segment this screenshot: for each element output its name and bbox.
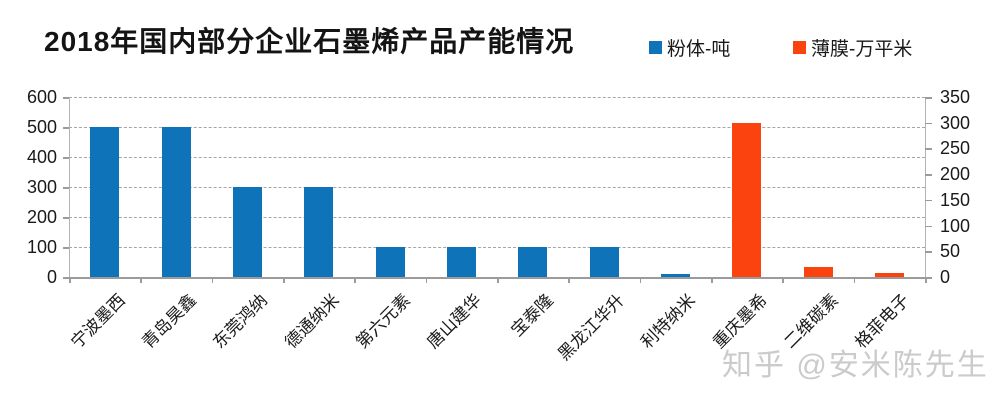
bar-film-10 [803,267,833,277]
x-axis-label: 宁波墨西 [67,290,129,353]
legend: 粉体-吨 薄膜-万平米 [0,36,1000,60]
chart-title: 2018年国内部分企业石墨烯产品产能情况 [44,26,575,57]
right-axis-tick [925,122,932,125]
y-axis-tick-label-left: 600 [26,87,57,107]
x-axis-tick [782,277,784,283]
y-axis-tick-label-right: 150 [940,189,971,210]
x-axis-tick [283,277,285,283]
y-axis-tick-label-right: 300 [940,112,971,133]
right-axis-line [925,97,926,282]
x-axis-label: 青岛昊鑫 [138,290,200,353]
right-axis-tick [925,277,932,279]
x-axis-tick [925,277,927,283]
gridline [69,157,925,158]
right-axis-tick [925,199,932,202]
bar-film-11 [874,273,904,277]
gridline [69,187,925,188]
x-axis-tick [568,277,570,283]
x-axis-tick [711,277,713,283]
gridline [69,247,925,248]
x-axis-tick [497,277,499,283]
left-axis-tick [63,247,69,249]
legend-label: 薄膜-万平米 [811,38,913,60]
legend-swatch-icon [793,40,806,54]
legend-label: 粉体-吨 [667,38,731,60]
y-axis-tick-label-left: 500 [26,117,57,137]
bar-powder-4 [375,247,405,277]
left-axis-tick [63,217,69,219]
bar-powder-0 [90,127,120,277]
watermark: 知乎 @安米陈先生 [722,349,989,382]
x-axis-label: 利特纳米 [637,290,700,353]
gridline [69,127,925,128]
bar-powder-2 [232,187,262,277]
x-axis-label: 东莞鸿纳 [209,290,272,353]
x-axis-tick [140,277,142,283]
y-axis-tick-label-left: 400 [26,147,57,167]
left-axis-tick [63,157,69,159]
legend-swatch-icon [649,40,662,54]
x-axis-tick [69,277,71,283]
bar-powder-7 [589,247,619,277]
x-axis-label: 第六元素 [352,290,414,353]
x-axis-tick [639,277,642,283]
left-axis-tick [63,277,69,279]
bar-powder-3 [304,187,334,277]
y-axis-tick-label-right: 50 [940,241,961,262]
legend-item-film: 薄膜-万平米 [793,36,913,60]
right-axis-tick [925,251,932,253]
left-axis-tick [63,127,69,129]
gridline [69,97,925,98]
right-axis-tick [925,225,932,228]
x-axis-label: 宝泰隆 [507,290,557,341]
left-axis-tick [63,97,69,99]
x-axis-tick [425,277,428,283]
x-axis-label: 德通纳米 [281,290,343,353]
y-axis-tick-label-right: 200 [940,164,971,185]
bar-powder-6 [518,247,548,277]
x-axis-label: 黑龙江华升 [554,290,628,365]
right-axis-tick [925,97,932,99]
x-axis-label: 唐山建华 [423,290,486,353]
left-axis-tick [63,187,69,189]
bar-powder-5 [446,247,476,277]
y-axis-tick-label-right: 100 [940,215,971,236]
bar-film-9 [732,123,762,277]
x-axis-tick [853,277,856,283]
y-axis-tick-label-right: 350 [940,87,971,107]
right-axis-tick [925,174,932,176]
y-axis-tick-label-left: 0 [46,267,57,287]
left-axis-line [69,97,70,282]
bar-powder-1 [161,127,191,277]
y-axis-tick-label-right: 0 [940,267,951,287]
right-axis-tick [925,148,932,150]
y-axis-tick-label-left: 300 [26,177,57,197]
x-axis-tick [354,277,356,283]
x-axis-tick [211,277,214,283]
y-axis-tick-label-left: 200 [26,207,57,227]
y-axis-tick-label-right: 250 [940,138,971,159]
gridline [69,217,925,218]
y-axis-tick-label-left: 100 [26,237,57,257]
bar-powder-8 [660,274,690,277]
legend-item-powder: 粉体-吨 [649,36,731,60]
